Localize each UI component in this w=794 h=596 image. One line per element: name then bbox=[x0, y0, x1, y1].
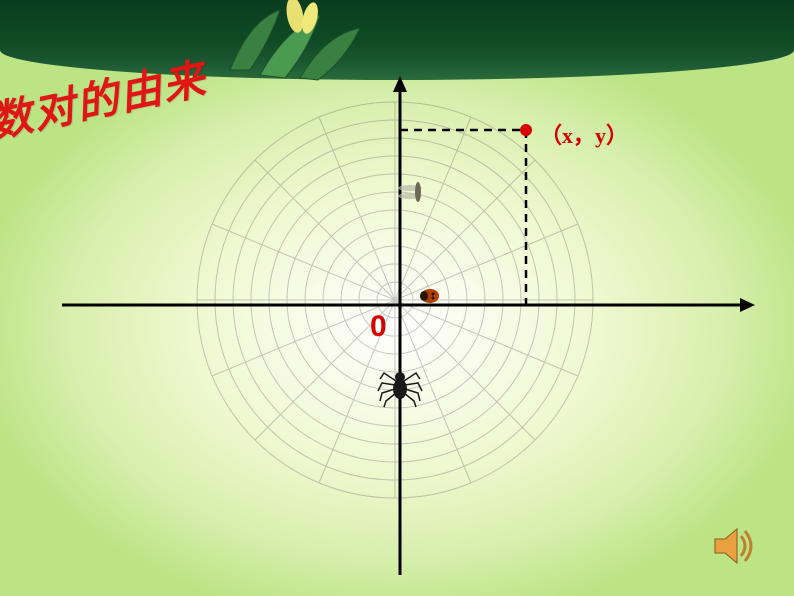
point-xy bbox=[520, 124, 532, 136]
origin-label: 0 bbox=[370, 310, 387, 344]
ladybug-icon bbox=[420, 289, 439, 303]
axes-layer bbox=[0, 0, 794, 596]
x-axis-arrow bbox=[740, 298, 755, 312]
point-label: （x，y） bbox=[540, 118, 628, 150]
dragonfly-icon bbox=[398, 182, 422, 202]
y-axis-arrow bbox=[393, 76, 407, 92]
speaker-icon[interactable] bbox=[709, 521, 759, 571]
stage: 0 （x，y） bbox=[0, 0, 794, 596]
